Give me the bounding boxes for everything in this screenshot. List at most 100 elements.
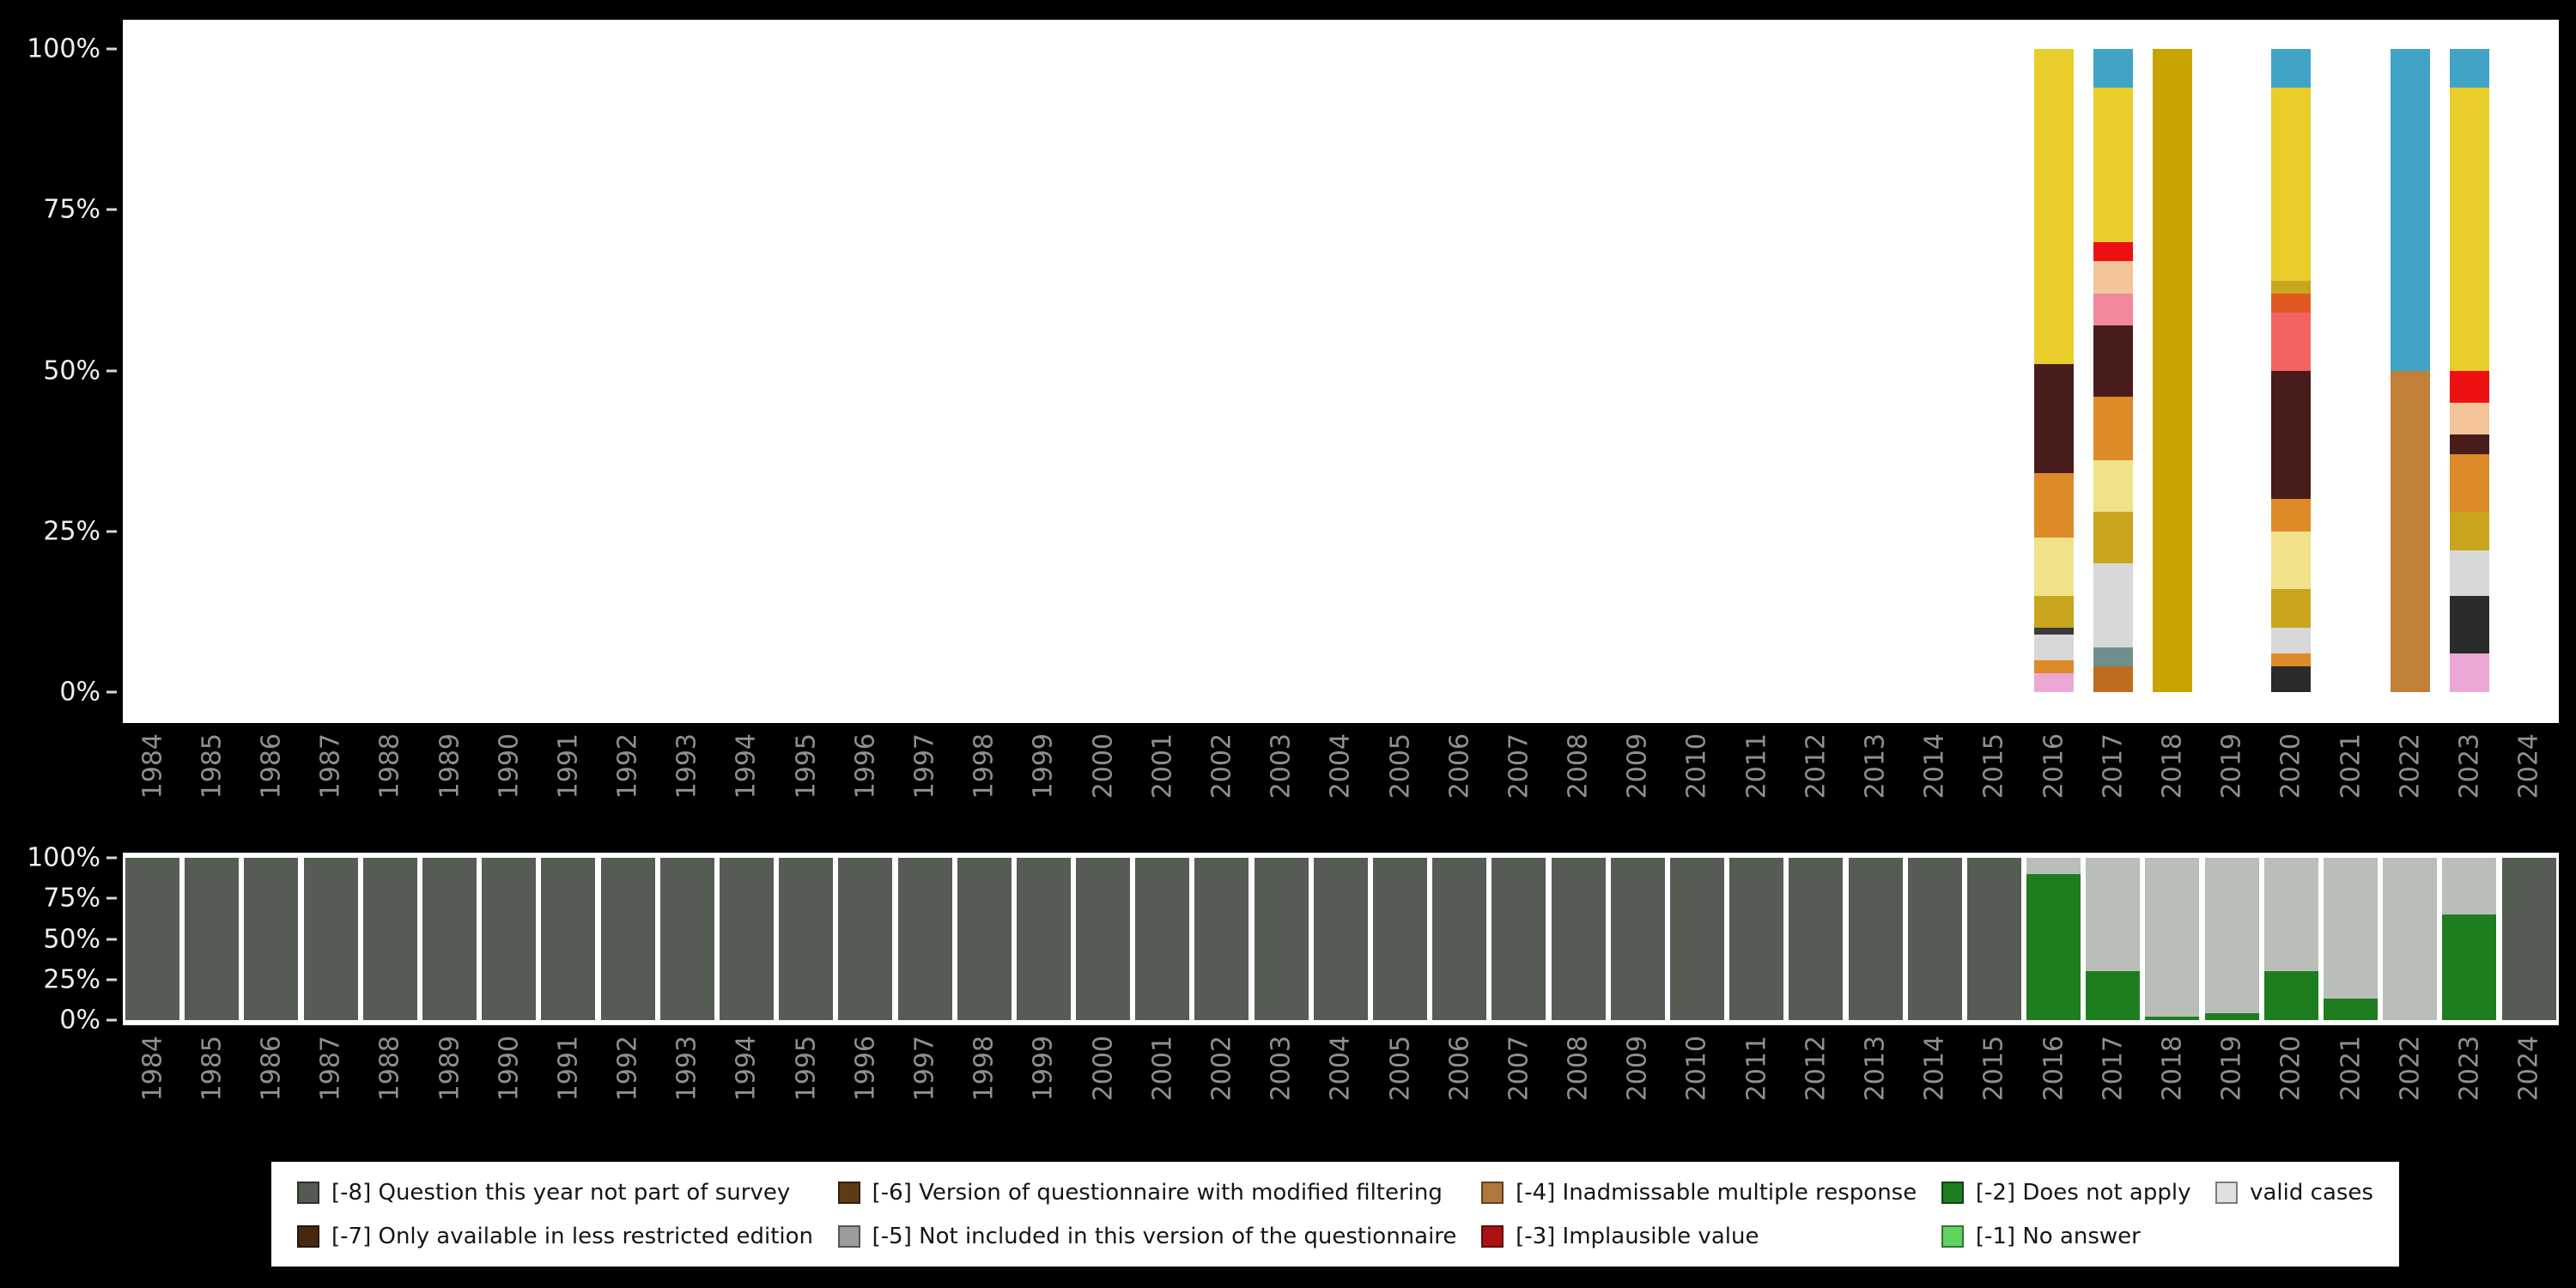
x-tick-label: 2010	[1681, 733, 1712, 799]
bar-slot-1991	[538, 858, 598, 1020]
bar-slot-2024	[2500, 49, 2559, 692]
x-tick-label: 2020	[2275, 1036, 2306, 1102]
x-tick-1996: 1996	[835, 730, 895, 840]
x-tick-2021: 2021	[2321, 730, 2380, 840]
bar-slot-1992	[598, 49, 658, 692]
x-tick-2009: 2009	[1608, 730, 1668, 840]
bar-slot-2020	[2262, 858, 2321, 1020]
x-tick-2016: 2016	[2024, 730, 2083, 840]
bar-segment	[1254, 858, 1309, 1020]
bar-slot-2000	[1073, 49, 1133, 692]
x-tick-label: 1998	[969, 733, 999, 799]
bar-segment	[719, 858, 774, 1020]
x-tick-label: 2023	[2454, 733, 2485, 799]
x-tick-2010: 2010	[1668, 1032, 1727, 1142]
x-tick-label: 1986	[256, 733, 287, 799]
legend-swatch--1	[1941, 1224, 1964, 1248]
x-tick-label: 2016	[2038, 733, 2069, 799]
bar-2003	[1254, 858, 1309, 1020]
x-tick-1994: 1994	[717, 1032, 776, 1142]
bar-segment	[2449, 402, 2489, 435]
bar-segment	[2093, 293, 2133, 326]
bar-segment	[2033, 595, 2074, 629]
bar-slot-2007	[1489, 49, 1548, 692]
bar-slot-1995	[776, 49, 835, 692]
x-tick-2012: 2012	[1786, 730, 1845, 840]
legend-swatch--3	[1481, 1224, 1504, 1248]
x-tick-label: 1996	[850, 1036, 881, 1102]
x-tick-label: 2013	[1860, 1036, 1891, 1102]
bar-segment	[1076, 858, 1131, 1020]
bar-segment	[2271, 313, 2312, 371]
bottom-chart-y-axis: 100% 75% 50% 25% 0%	[0, 843, 117, 1036]
x-tick-1995: 1995	[776, 730, 835, 840]
x-tick-2007: 2007	[1489, 1032, 1548, 1142]
bar-segment	[1729, 858, 1784, 1020]
bar-slot-1993	[658, 49, 717, 692]
bar-2004	[1313, 858, 1368, 1020]
bar-slot-1988	[361, 858, 420, 1020]
x-tick-2020: 2020	[2262, 1032, 2321, 1142]
bar-segment	[2033, 634, 2074, 660]
bar-segment	[2449, 88, 2489, 371]
bottom-chart-panel	[123, 853, 2559, 1025]
bar-2017	[2086, 858, 2141, 1020]
y-tick-label: 0%	[59, 677, 100, 708]
bar-slot-2017	[2083, 49, 2142, 692]
y-tick-50pct: 50%	[43, 355, 117, 386]
x-tick-2007: 2007	[1489, 730, 1548, 840]
x-tick-label: 2012	[1801, 1036, 1832, 1102]
y-tick-100pct: 100%	[27, 843, 117, 873]
legend-label--6: [-6] Version of questionnaire with modif…	[872, 1179, 1443, 1206]
bar-segment	[2271, 628, 2312, 654]
bar-segment	[2271, 531, 2312, 590]
legend-label--5: [-5] Not included in this version of the…	[872, 1223, 1457, 1249]
x-tick-label: 1986	[256, 1036, 287, 1102]
x-tick-2017: 2017	[2083, 1032, 2142, 1142]
bar-slot-2008	[1549, 858, 1608, 1020]
bar-1996	[838, 858, 893, 1020]
x-tick-label: 2007	[1504, 733, 1534, 799]
bar-slot-1987	[301, 49, 361, 692]
x-tick-label: 2005	[1385, 1036, 1416, 1102]
bar-2023	[2449, 49, 2489, 692]
x-tick-2012: 2012	[1786, 1032, 1845, 1142]
bar-segment	[2271, 280, 2312, 294]
bar-slot-1989	[420, 49, 479, 692]
x-tick-label: 2003	[1266, 733, 1297, 799]
x-tick-label: 2006	[1444, 1036, 1475, 1102]
x-tick-2005: 2005	[1370, 730, 1430, 840]
bar-segment	[125, 858, 180, 1020]
bar-segment	[838, 858, 893, 1020]
bar-2024	[2501, 858, 2556, 1020]
y-tick-mark	[106, 530, 117, 533]
bar-slot-2005	[1370, 49, 1430, 692]
y-tick-mark	[106, 47, 117, 51]
legend-item--6: [-6] Version of questionnaire with modif…	[837, 1179, 1457, 1206]
x-tick-label: 2015	[1978, 1036, 2009, 1102]
bar-segment	[422, 858, 477, 1020]
legend-swatch-valid	[2215, 1181, 2239, 1204]
bar-segment	[1848, 858, 1903, 1020]
bar-segment	[2449, 595, 2489, 654]
bar-2023	[2442, 858, 2497, 1020]
bar-slot-1998	[955, 49, 1014, 692]
bar-segment	[2449, 49, 2489, 88]
y-tick-label: 25%	[43, 516, 100, 547]
bar-segment	[2152, 49, 2192, 692]
x-tick-1995: 1995	[776, 1032, 835, 1142]
x-tick-2002: 2002	[1192, 1032, 1251, 1142]
bar-2007	[1492, 858, 1546, 1020]
bar-slot-1998	[955, 858, 1014, 1020]
bar-slot-2018	[2142, 858, 2202, 1020]
x-tick-label: 2017	[2098, 733, 2129, 799]
x-tick-2002: 2002	[1192, 730, 1251, 840]
bar-slot-2004	[1311, 858, 1370, 1020]
bar-segment	[2271, 666, 2312, 692]
bar-slot-2021	[2321, 49, 2380, 692]
bar-slot-2019	[2202, 858, 2262, 1020]
bar-2020	[2271, 49, 2312, 692]
y-tick-mark	[106, 978, 117, 981]
x-tick-label: 2023	[2454, 1036, 2485, 1102]
x-tick-1999: 1999	[1014, 730, 1073, 840]
